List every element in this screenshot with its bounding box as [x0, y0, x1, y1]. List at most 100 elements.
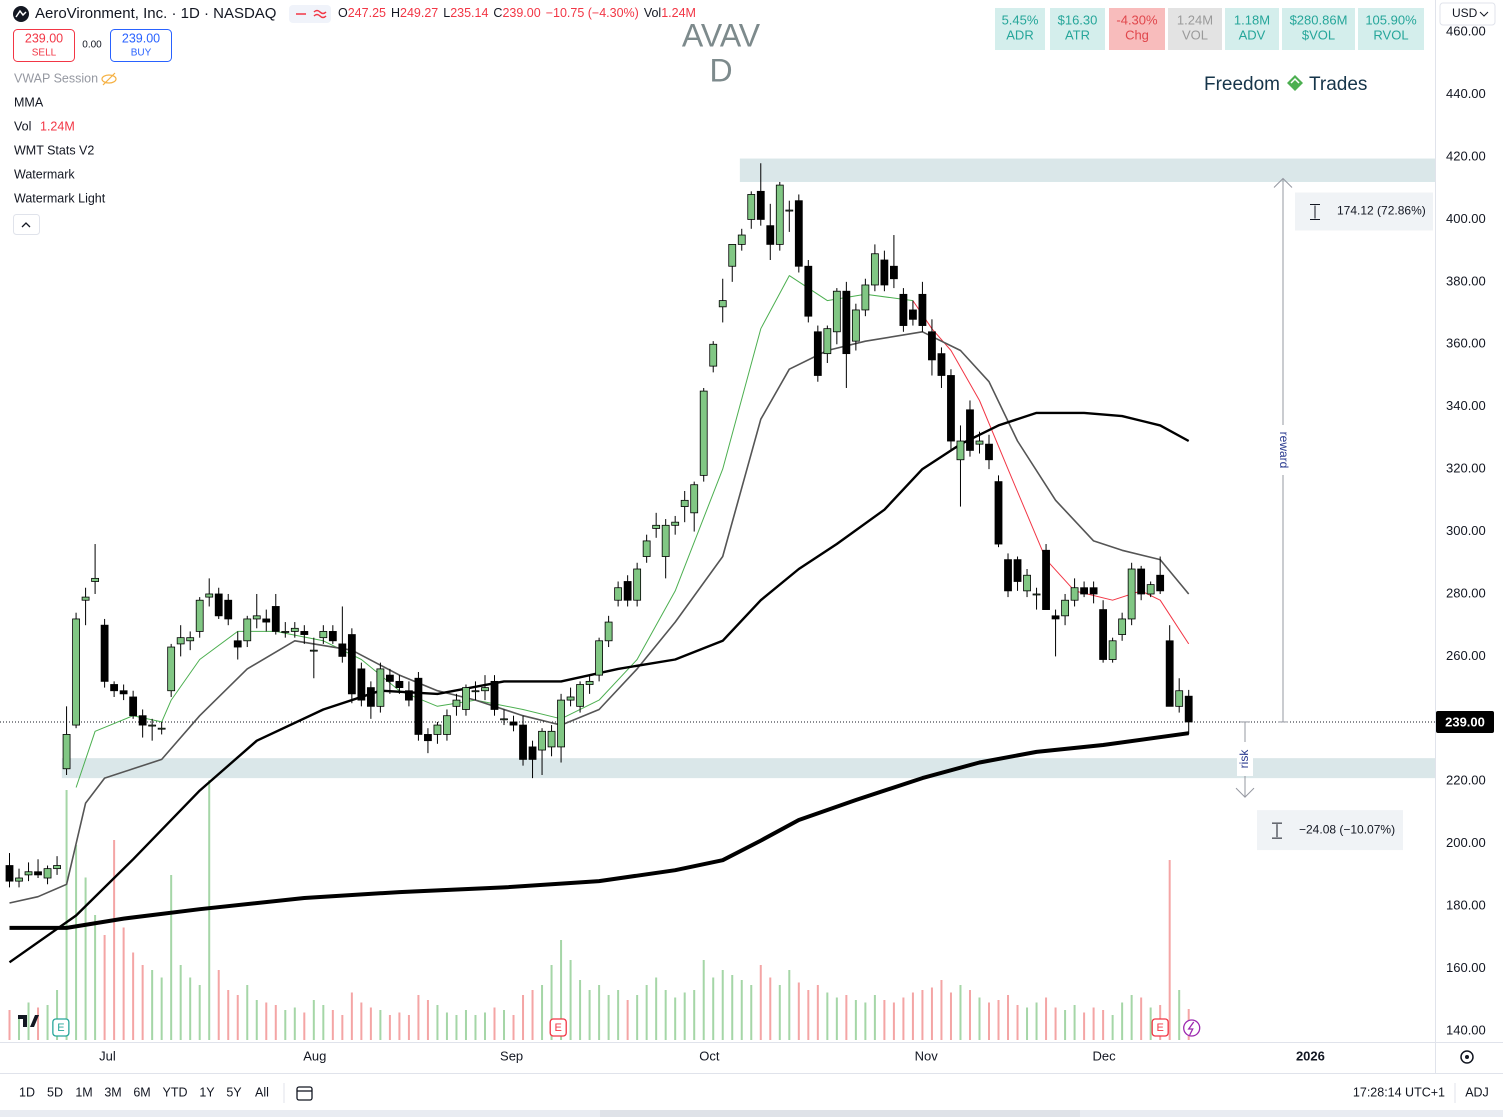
adj-button[interactable]: ADJ	[1465, 1085, 1489, 1099]
stat-value: 1.18M	[1234, 12, 1270, 27]
candle-body	[756, 190, 765, 220]
candle-body	[385, 674, 394, 682]
logo	[13, 6, 29, 22]
candle-body	[728, 243, 737, 267]
candle-body	[262, 618, 271, 623]
volume-bar	[303, 1012, 306, 1040]
range-button[interactable]: 5D	[47, 1085, 63, 1099]
candle-body	[157, 727, 166, 730]
candle-body	[804, 265, 813, 317]
brand-diamond-inner	[1290, 77, 1300, 84]
volume-bar	[550, 965, 553, 1040]
candle-body	[119, 690, 128, 695]
ohlc-key: Vol	[644, 6, 661, 20]
volume-bar	[312, 1000, 315, 1040]
candle-body	[53, 865, 61, 870]
candle-body	[110, 684, 119, 692]
candle-body	[851, 309, 860, 342]
candle-body	[243, 618, 252, 642]
stat-value: 105.90%	[1365, 12, 1417, 27]
volume-bar	[369, 1007, 372, 1040]
candle-body	[747, 194, 756, 220]
range-button[interactable]: All	[255, 1085, 269, 1099]
volume-bar	[65, 790, 68, 1040]
volume-bar	[949, 992, 952, 1040]
event-marker	[52, 1018, 70, 1037]
range-button[interactable]: 1M	[75, 1085, 92, 1099]
scroll-handle	[600, 1110, 1080, 1117]
reward-value: 174.12 (72.86%)	[1337, 204, 1426, 218]
volume-bar	[788, 970, 791, 1040]
range-button[interactable]: 3M	[104, 1085, 121, 1099]
range-button[interactable]: YTD	[163, 1085, 188, 1099]
candle-body	[1156, 574, 1165, 592]
ohlc-value: 247.25	[348, 6, 386, 20]
buy-button[interactable]	[110, 29, 172, 62]
range-button[interactable]: 5Y	[226, 1085, 242, 1099]
event-label: E	[555, 1022, 562, 1034]
volume-bar	[46, 1005, 49, 1040]
volume-bar	[151, 970, 154, 1040]
candle-body	[899, 293, 908, 326]
volume-bar	[664, 990, 667, 1040]
candle-body	[490, 680, 499, 710]
candle-body	[947, 375, 955, 442]
candle-body	[347, 634, 356, 695]
range-button[interactable]: 1Y	[199, 1085, 215, 1099]
volume-bar	[769, 977, 772, 1040]
candle-body	[357, 668, 366, 701]
volume-bar	[731, 975, 734, 1040]
candle-body	[633, 568, 642, 601]
axis-settings[interactable]	[1460, 1050, 1474, 1064]
volume-bar	[740, 980, 743, 1040]
candle-body	[1032, 593, 1041, 596]
brand-right: Trades	[1309, 74, 1367, 95]
candle-body	[414, 677, 423, 735]
indicator-label[interactable]: Watermark Light	[14, 191, 106, 205]
spread: 0.00	[82, 40, 102, 51]
volume-bar	[246, 985, 249, 1040]
sell-price: 239.00	[25, 31, 63, 45]
volume-bar	[331, 1010, 334, 1040]
range-button[interactable]: 1D	[19, 1085, 35, 1099]
indicator-label[interactable]: VWAP Session	[14, 71, 98, 85]
candle-body	[214, 593, 223, 617]
volume-bar	[217, 970, 220, 1040]
volume-bar	[1073, 1005, 1076, 1040]
volume-bar	[1102, 1010, 1105, 1040]
volume-bar	[18, 1015, 21, 1040]
visibility-pill[interactable]	[289, 5, 331, 23]
candle-body	[985, 443, 993, 461]
collapse-button[interactable]	[13, 214, 40, 235]
range-button[interactable]: 6M	[133, 1085, 150, 1099]
candle-body	[661, 524, 670, 557]
indicator-label[interactable]: WMT Stats V2	[14, 143, 94, 157]
indicator-label[interactable]: Watermark	[14, 167, 75, 181]
candle-body	[642, 540, 651, 557]
candle-body	[1023, 574, 1031, 592]
ohlc-value: 1.24M	[661, 6, 696, 20]
indicator-label[interactable]: MMA	[14, 95, 44, 109]
candle-body	[1146, 584, 1155, 595]
volume-bar	[27, 1002, 30, 1040]
volume-bar	[968, 990, 971, 1040]
volume-bar	[1083, 1012, 1086, 1040]
sell-button[interactable]	[13, 29, 75, 62]
candle-body	[62, 734, 71, 770]
calendar-icon[interactable]	[296, 1086, 313, 1101]
zone	[61, 758, 1435, 779]
candle-body	[1165, 640, 1174, 707]
candle-body	[538, 730, 546, 751]
indicator-label[interactable]: Vol	[14, 119, 31, 133]
currency-box[interactable]	[1439, 2, 1496, 26]
candle-body	[880, 259, 889, 286]
volume-bar	[1035, 1002, 1038, 1040]
watermark-interval: D	[709, 52, 732, 88]
x-tick-label: Sep	[500, 1048, 523, 1063]
volume-bar	[598, 985, 601, 1040]
candle-body	[928, 331, 936, 361]
candle-body	[966, 409, 974, 451]
brand-diamond	[1287, 75, 1303, 91]
volume-bar	[807, 990, 810, 1040]
